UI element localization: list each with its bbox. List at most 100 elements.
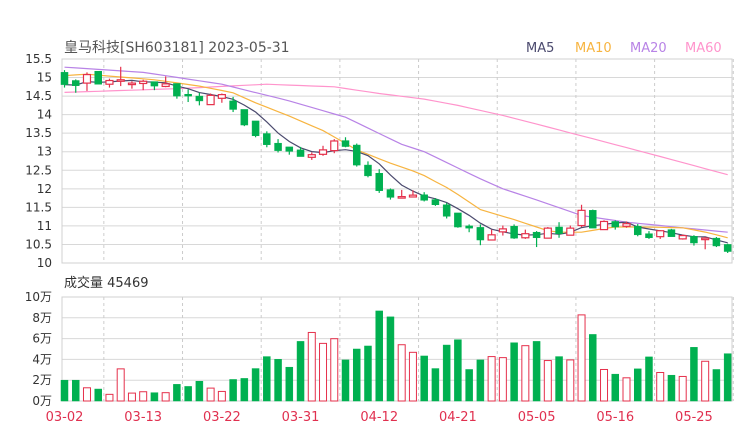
candle-up — [656, 230, 665, 239]
price-tick-label: 11.5 — [25, 200, 52, 214]
volume-tick-label: 8万 — [32, 311, 52, 325]
volume-bar-down — [476, 359, 485, 402]
candle-down — [667, 228, 676, 237]
grid — [61, 58, 734, 402]
volume-bar-down — [240, 378, 249, 402]
chart-title: 皇马科技[SH603181] 2023-05-31 — [64, 40, 290, 56]
volume-bar-down — [555, 356, 563, 402]
candle-up — [127, 81, 137, 89]
candle-up — [206, 93, 215, 106]
candle-body — [599, 220, 609, 231]
price-tick-label: 13.5 — [25, 126, 52, 140]
price-plot-border — [61, 58, 733, 264]
candle-up — [161, 76, 170, 88]
candle-down — [71, 79, 80, 93]
candle-body — [611, 221, 620, 228]
price-tick-label: 14.5 — [25, 89, 52, 103]
candle-down — [723, 243, 732, 253]
candle-up — [105, 78, 114, 88]
legend-ma5: MA5 — [526, 41, 554, 56]
candle-up — [521, 229, 530, 239]
candle-body — [217, 94, 226, 99]
candle-body — [274, 142, 282, 151]
candle-down — [195, 92, 204, 106]
ma10-line — [64, 73, 728, 239]
price-tick-label: 15 — [37, 71, 52, 85]
volume-bar-down — [723, 353, 732, 402]
candle-down — [633, 224, 642, 237]
candle-down — [712, 237, 721, 248]
volume-bar-down — [420, 355, 428, 402]
candle-body — [195, 95, 204, 102]
volume-bar-down — [364, 345, 372, 402]
volume-tick-label: 10万 — [25, 290, 52, 304]
candle-body — [364, 164, 372, 177]
candle-body — [465, 225, 473, 229]
volume-bar-down — [712, 369, 721, 402]
candle-down — [589, 209, 597, 229]
candle-up — [487, 229, 496, 241]
candle-body — [352, 144, 361, 166]
candle-body — [285, 146, 294, 152]
candle-up — [498, 225, 507, 236]
candle-body — [386, 189, 395, 198]
ma-lines — [64, 66, 728, 244]
candle-down — [296, 146, 305, 157]
x-tick-label: 03-13 — [124, 410, 162, 425]
candle-body — [555, 226, 563, 234]
candle-down — [251, 120, 260, 138]
candle-body — [622, 223, 631, 227]
candle-body — [566, 227, 575, 236]
volume-bars — [60, 310, 732, 402]
candle-body — [296, 149, 305, 157]
x-tick-label: 05-25 — [675, 410, 713, 425]
volume-bar-down — [375, 310, 383, 402]
volume-bar-up — [521, 345, 530, 402]
volume-bar-up — [127, 392, 136, 402]
volume-bar-up — [543, 360, 552, 402]
candle-down — [263, 131, 271, 148]
candle-body — [206, 94, 215, 106]
candle-body — [454, 212, 462, 228]
candle-up — [408, 190, 418, 198]
volume-bar-up — [116, 368, 125, 402]
candle-body — [161, 83, 170, 88]
volume-tick-label: 4万 — [32, 352, 52, 366]
candle-up — [397, 189, 406, 199]
candle-body — [60, 72, 69, 85]
candle-down — [341, 137, 350, 148]
candle-down — [285, 146, 294, 155]
volume-bar-down — [352, 348, 361, 402]
volume-bar-down — [263, 356, 271, 402]
volume-bar-up — [678, 375, 687, 402]
candle-up — [318, 145, 328, 156]
legend-ma10: MA10 — [575, 41, 612, 56]
candle-body — [94, 70, 102, 85]
candle-down — [532, 231, 541, 248]
volume-bar-up — [408, 351, 417, 402]
candle-down — [454, 212, 462, 228]
volume-bar-down — [184, 386, 192, 402]
price-tick-label: 12.5 — [25, 163, 52, 177]
x-tick-label: 05-16 — [596, 410, 634, 425]
volume-bar-down — [431, 368, 440, 402]
candle-body — [476, 227, 485, 241]
volume-bar-up — [206, 387, 215, 402]
candle-body — [71, 80, 80, 86]
x-tick-label: 03-02 — [46, 410, 84, 425]
candle-down — [645, 231, 653, 239]
candle-body — [82, 73, 92, 84]
candle-down — [442, 202, 451, 219]
ma60-line — [64, 83, 728, 176]
candle-body — [532, 231, 541, 239]
candle-body — [397, 196, 406, 199]
volume-bar-down — [454, 339, 462, 402]
volume-bar-up — [622, 377, 631, 402]
candle-up — [139, 79, 148, 91]
price-tick-label: 15.5 — [25, 52, 52, 66]
candle-down — [555, 222, 563, 238]
candle-down — [173, 83, 181, 99]
candle-down — [420, 192, 428, 202]
candle-up — [307, 152, 316, 160]
